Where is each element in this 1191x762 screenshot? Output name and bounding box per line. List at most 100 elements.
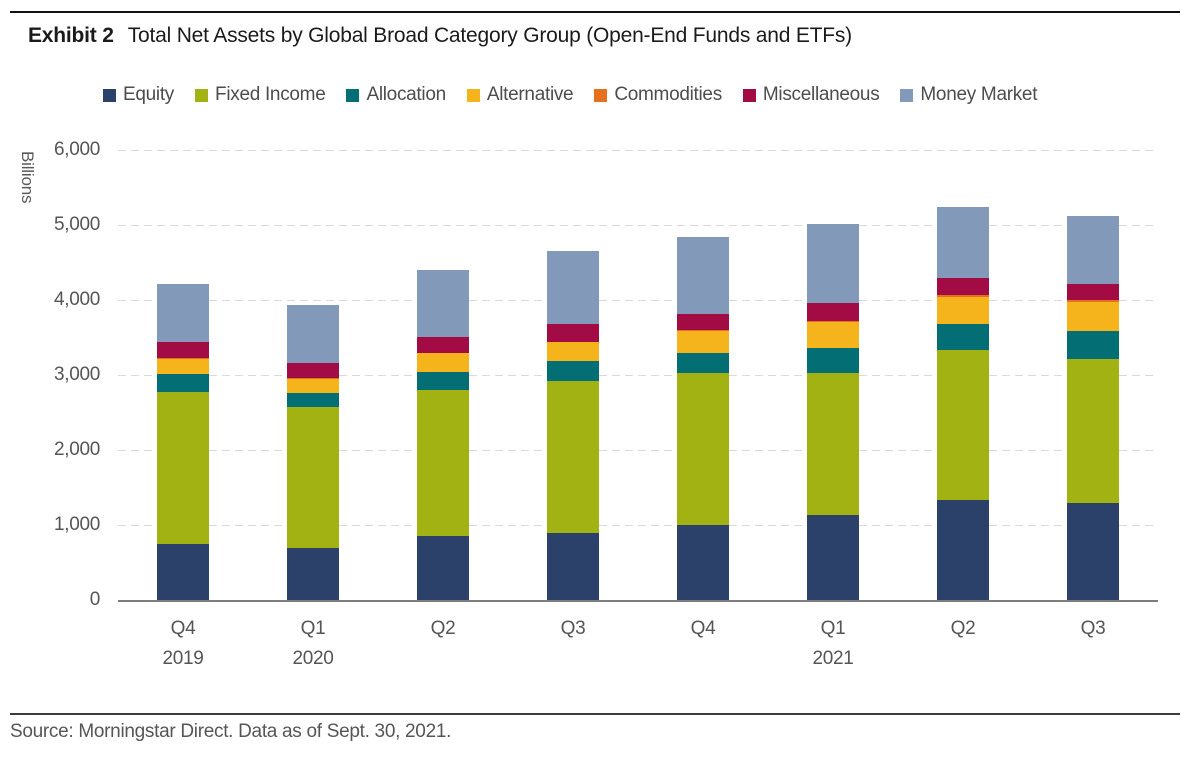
segment-allocation (1067, 330, 1119, 359)
footer-rule (10, 713, 1180, 715)
segment-money-market (547, 250, 599, 324)
segment-money-market (677, 237, 729, 314)
segment-allocation (547, 360, 599, 381)
segment-equity (157, 543, 209, 600)
segment-miscellaneous (937, 277, 989, 296)
legend-label: Money Market (920, 84, 1038, 105)
segment-alternative (157, 358, 209, 374)
segment-alternative (547, 342, 599, 361)
segment-commodities (807, 320, 859, 323)
segment-commodities (157, 357, 209, 359)
x-axis-quarter-label: Q3 (560, 618, 586, 639)
segment-allocation (677, 352, 729, 373)
segment-equity (807, 514, 859, 600)
bar-q1-5 (807, 223, 859, 600)
x-axis-quarter-label: Q1 (820, 618, 846, 639)
y-axis-tick-label: 1,000 (53, 514, 100, 535)
segment-fixed-income (287, 407, 339, 549)
segment-allocation (157, 373, 209, 392)
legend-swatch-icon (594, 88, 608, 102)
segment-money-market (937, 206, 989, 278)
x-axis-quarter-label: Q2 (950, 618, 976, 639)
legend-label: Allocation (366, 84, 446, 105)
legend-swatch-icon (103, 88, 116, 102)
legend-item: Fixed Income (195, 84, 326, 106)
segment-allocation (287, 393, 339, 408)
segment-allocation (937, 323, 989, 350)
legend-swatch-icon (346, 88, 360, 102)
x-axis-quarter-label: Q2 (430, 618, 456, 639)
segment-fixed-income (417, 390, 469, 536)
legend-item: Miscellaneous (742, 84, 880, 106)
segment-miscellaneous (807, 302, 859, 321)
y-axis-tick-label: 0 (89, 589, 101, 610)
x-axis-quarter-label: Q1 (300, 618, 326, 639)
segment-fixed-income (807, 372, 859, 515)
legend-item: Equity (103, 84, 174, 106)
segment-fixed-income (1067, 358, 1119, 503)
segment-equity (417, 535, 469, 600)
segment-money-market (157, 283, 209, 342)
legend-label: Fixed Income (215, 84, 326, 105)
legend-item: Commodities (594, 84, 722, 106)
segment-miscellaneous (287, 363, 339, 379)
page-title: Exhibit 2 Total Net Assets by Global Broa… (28, 24, 852, 48)
segment-commodities (1067, 300, 1119, 302)
x-axis-year-label: 2021 (812, 648, 854, 669)
legend-item: Allocation (346, 84, 446, 106)
gridline (118, 225, 1158, 226)
segment-alternative (807, 322, 859, 349)
segment-money-market (1067, 216, 1119, 284)
segment-money-market (287, 304, 339, 364)
bar-q2-6 (937, 206, 989, 600)
gridline (118, 300, 1158, 301)
segment-equity (1067, 502, 1119, 600)
source-note: Source: Morningstar Direct. Data as of S… (10, 721, 452, 742)
x-axis-year-label: 2019 (162, 648, 204, 669)
segment-equity (547, 533, 599, 600)
segment-commodities (547, 341, 599, 343)
gridline (118, 525, 1158, 526)
segment-miscellaneous (417, 336, 469, 353)
segment-alternative (1067, 301, 1119, 331)
bar-q1-1 (287, 304, 339, 600)
segment-money-market (417, 270, 469, 337)
segment-miscellaneous (677, 313, 729, 330)
bar-q3-3 (547, 250, 599, 600)
legend-label: Commodities (614, 84, 722, 105)
y-axis-tick-label: 3,000 (53, 364, 100, 385)
y-axis-tick-label: 2,000 (53, 439, 100, 460)
segment-equity (287, 548, 339, 600)
segment-alternative (417, 353, 469, 372)
legend-swatch-icon (900, 88, 914, 102)
segment-miscellaneous (157, 342, 209, 358)
legend-item: Alternative (466, 84, 574, 106)
gridline (118, 150, 1158, 151)
segment-alternative (677, 330, 729, 353)
chart-legend: Equity Fixed Income Allocation Alternative C… (103, 84, 1058, 106)
segment-alternative (937, 296, 989, 324)
segment-fixed-income (937, 349, 989, 500)
y-axis-unit-label: Billions (18, 151, 37, 204)
segment-commodities (937, 295, 989, 297)
segment-allocation (807, 348, 859, 373)
segment-money-market (807, 223, 859, 303)
x-axis-quarter-label: Q3 (1080, 618, 1106, 639)
segment-fixed-income (157, 391, 209, 544)
segment-commodities (417, 352, 469, 354)
gridline (118, 450, 1158, 451)
legend-swatch-icon (466, 88, 480, 102)
legend-label: Miscellaneous (762, 84, 880, 105)
exhibit-label: Exhibit 2 (28, 24, 114, 47)
y-axis-tick-label: 4,000 (53, 289, 100, 310)
segment-allocation (417, 371, 469, 390)
segment-miscellaneous (547, 324, 599, 342)
bar-q4-0 (157, 283, 209, 600)
bar-q3-7 (1067, 216, 1119, 600)
top-rule (10, 11, 1180, 13)
legend-label: Alternative (486, 84, 574, 105)
legend-item: Money Market (900, 84, 1037, 106)
plot-area (118, 150, 1158, 602)
y-axis-tick-label: 6,000 (53, 139, 100, 160)
segment-commodities (287, 378, 339, 380)
